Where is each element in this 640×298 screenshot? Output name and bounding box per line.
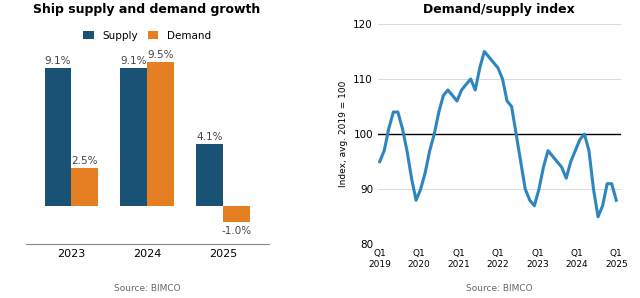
Bar [71,168,98,206]
Text: 9.5%: 9.5% [147,49,173,60]
Title: Demand/supply index: Demand/supply index [424,3,575,16]
Bar [45,68,71,206]
Text: 9.1%: 9.1% [45,56,71,66]
Bar [147,62,173,206]
Y-axis label: Index, avg. 2019 = 100: Index, avg. 2019 = 100 [339,81,348,187]
Title: Ship supply and demand growth: Ship supply and demand growth [33,3,260,16]
Text: 2.5%: 2.5% [71,156,98,166]
Text: -1.0%: -1.0% [221,226,252,236]
Bar [223,206,250,221]
Text: 9.1%: 9.1% [120,56,147,66]
Legend: Supply, Demand: Supply, Demand [79,27,215,45]
Bar [120,68,147,206]
Bar [196,144,223,206]
Text: 4.1%: 4.1% [196,132,223,142]
Text: Source: BIMCO: Source: BIMCO [466,284,532,293]
Text: Source: BIMCO: Source: BIMCO [114,284,180,293]
